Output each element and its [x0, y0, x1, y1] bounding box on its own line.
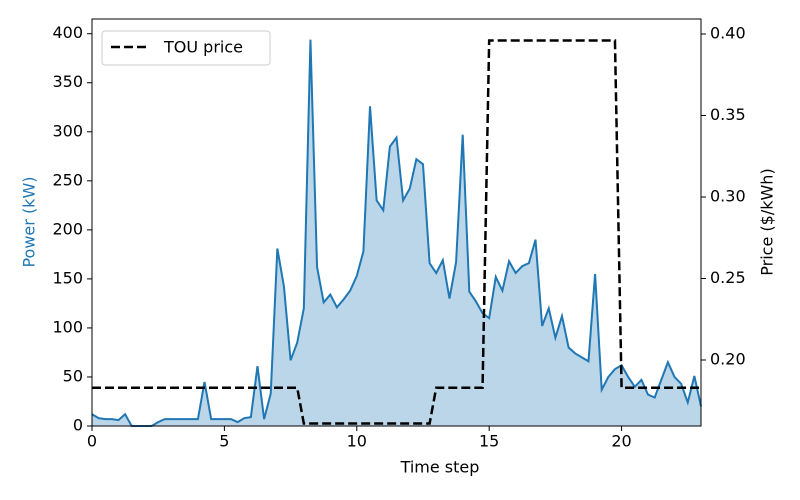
y-tick-label: 0	[73, 416, 83, 435]
y2-tick-label: 0.20	[710, 349, 746, 368]
y-tick-label: 100	[52, 317, 83, 336]
x-axis-label: Time step	[400, 458, 480, 477]
x-tick-label: 5	[219, 432, 229, 451]
x-tick-label: 20	[611, 432, 631, 451]
y2-axis-label: Price ($/kWh)	[758, 168, 777, 275]
area	[92, 39, 701, 426]
legend-label: TOU price	[163, 38, 243, 57]
y2-tick-label: 0.25	[710, 268, 746, 287]
y-tick-label: 50	[63, 366, 83, 385]
y2-tick-label: 0.40	[710, 23, 746, 42]
y-tick-label: 150	[52, 268, 83, 287]
y-tick-label: 300	[52, 121, 83, 140]
plot-frame	[91, 18, 702, 427]
y2-tick-label: 0.35	[710, 105, 746, 124]
y-tick-label: 350	[52, 72, 83, 91]
x-tick-label: 15	[479, 432, 499, 451]
y-axis-label: Power (kW)	[20, 176, 39, 267]
y-tick-label: 250	[52, 170, 83, 189]
y-tick-label: 400	[52, 23, 83, 42]
line	[92, 39, 701, 425]
y2-tick-label: 0.30	[710, 186, 746, 205]
x-tick-label: 10	[347, 432, 367, 451]
line	[91, 39, 702, 427]
legend-frame	[101, 30, 271, 66]
x-tick-label: 0	[87, 432, 97, 451]
y-tick-label: 200	[52, 219, 83, 238]
